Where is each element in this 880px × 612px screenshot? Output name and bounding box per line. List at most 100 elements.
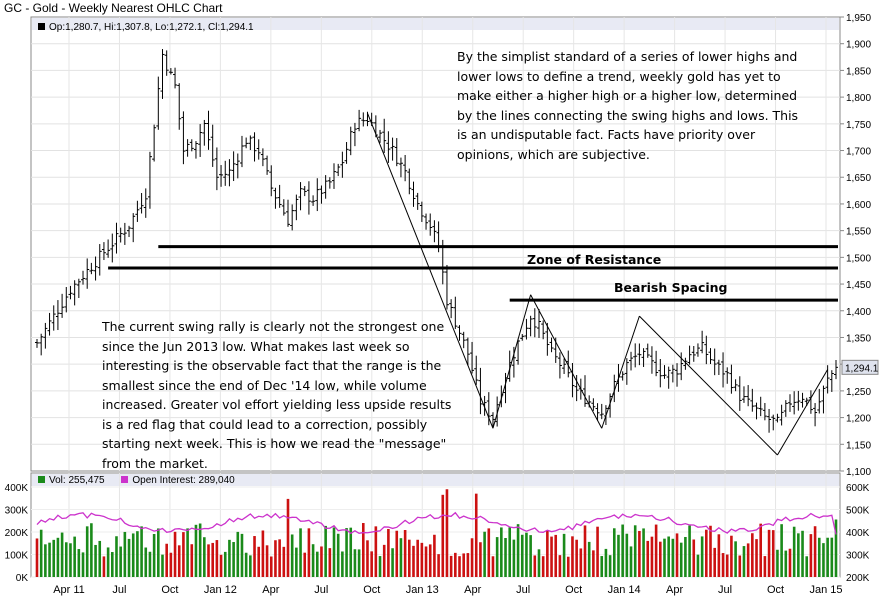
volume-bar	[633, 525, 637, 577]
volume-bar	[207, 544, 210, 577]
ohlc-bar	[821, 385, 826, 414]
volume-bar	[537, 549, 541, 577]
ohlc-bar	[214, 147, 219, 191]
ohlc-bar	[173, 67, 178, 89]
volume-bar	[403, 530, 407, 577]
volume-bar	[688, 525, 691, 577]
ohlc-bar	[687, 345, 692, 365]
volume-bar	[608, 555, 612, 577]
ohlc-bar	[106, 239, 111, 258]
volume-bar	[575, 539, 578, 577]
ohlc-bar	[474, 355, 479, 385]
ohlc-bar	[595, 403, 600, 421]
volume-bar	[500, 527, 503, 577]
volume-bar	[725, 554, 729, 577]
volume-bar	[148, 551, 152, 577]
ohlc-bar	[39, 333, 44, 356]
ohlc-bar	[449, 299, 454, 319]
ohlc-bar	[428, 213, 433, 236]
price-tick-label: 1,550	[846, 227, 871, 238]
ohlc-bar	[733, 379, 738, 392]
volume-bar	[391, 548, 394, 577]
volume-bar	[834, 519, 838, 577]
volume-bar	[483, 531, 486, 577]
price-tick-label: 1,700	[846, 147, 871, 158]
volume-bar	[182, 532, 185, 577]
volume-bar	[474, 493, 478, 577]
ohlc-bar	[294, 194, 299, 221]
volume-bar	[784, 550, 788, 577]
ohlc-bar	[624, 358, 629, 385]
volume-bar	[684, 536, 687, 577]
ohlc-bar	[654, 350, 659, 377]
price-tick-label: 1,350	[846, 333, 871, 344]
volume-bar	[269, 556, 273, 577]
ohlc-bar	[461, 331, 466, 349]
ohlc-bar	[348, 126, 353, 156]
price-tick-label: 1,150	[846, 440, 871, 451]
ohlc-bar	[829, 370, 834, 392]
ohlc-bar	[817, 388, 822, 414]
volume-bar	[186, 528, 189, 577]
volume-bar	[629, 546, 633, 577]
volume-bar	[696, 554, 700, 577]
volume-bar	[671, 538, 675, 577]
volume-bar	[479, 542, 482, 577]
ohlc-bar	[520, 334, 525, 341]
ohlc-bar	[658, 358, 663, 388]
volume-bar	[232, 542, 235, 577]
volume-bar	[69, 543, 72, 577]
swing-trend-line	[777, 369, 829, 456]
ohlc-bar	[620, 371, 625, 381]
ohlc-bar	[277, 184, 282, 208]
price-tick-label: 1,600	[846, 200, 871, 211]
ohlc-bar	[156, 76, 161, 130]
ohlc-bar	[101, 242, 106, 261]
ohlc-bar	[641, 348, 646, 367]
volume-bar	[746, 543, 750, 577]
volume-bar	[77, 549, 81, 577]
volume-bar	[516, 524, 520, 577]
open-interest-info: Open Interest: 289,040	[132, 475, 235, 486]
volume-bar	[286, 498, 290, 577]
ohlc-bar	[43, 322, 48, 349]
ohlc-bar	[193, 141, 198, 159]
volume-bar	[349, 527, 353, 577]
volume-bar	[324, 525, 327, 577]
ohlc-bar	[536, 308, 541, 338]
volume-bar	[90, 523, 93, 577]
ohlc-bar	[683, 357, 688, 370]
ohlc-bar	[118, 227, 123, 243]
ohlc-bar	[783, 400, 788, 417]
volume-bar	[604, 548, 608, 577]
ohlc-bar	[741, 386, 746, 403]
x-tick-label: Jan 13	[406, 584, 439, 596]
ohlc-bar	[323, 175, 328, 199]
ohlc-bar	[235, 153, 240, 179]
volume-bar	[119, 546, 122, 577]
ohlc-bar	[486, 392, 491, 426]
ohlc-bar	[750, 388, 755, 412]
volume-bar	[81, 552, 85, 577]
volume-bar	[520, 534, 524, 577]
ohlc-bar	[813, 403, 818, 427]
volume-bar	[35, 538, 39, 577]
x-tick-label: Jul	[112, 584, 126, 596]
volume-bar	[332, 527, 336, 577]
volume-bar	[328, 548, 332, 577]
volume-bar	[541, 556, 545, 577]
ohlc-bar	[131, 213, 136, 243]
ohlc-bar	[398, 157, 403, 178]
volume-bar	[173, 531, 177, 577]
ohlc-bar	[490, 412, 495, 427]
last-price-box	[841, 359, 879, 375]
price-tick-label: 1,400	[846, 307, 871, 318]
volume-bar	[56, 537, 60, 577]
ohlc-bar	[168, 68, 173, 75]
ohlc-bar	[762, 402, 767, 421]
volume-bar	[190, 544, 194, 577]
volume-bar	[817, 537, 821, 577]
price-tick-label: 1,850	[846, 66, 871, 77]
volume-bar	[387, 528, 390, 577]
ohlc-bar	[557, 352, 562, 379]
